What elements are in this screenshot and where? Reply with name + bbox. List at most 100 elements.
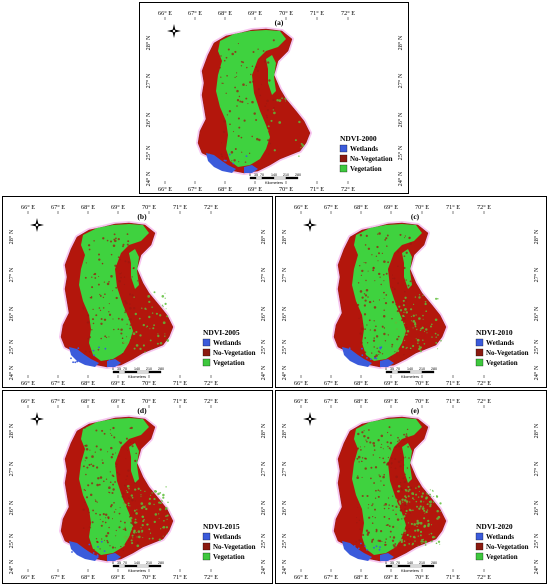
legend-swatch: [339, 164, 348, 173]
longitude-label-top: 70° E: [142, 204, 156, 211]
scale-unit: Kilometers: [265, 181, 283, 185]
vegetation-area: [79, 418, 149, 555]
legend-title: NDVI-2000: [340, 134, 377, 143]
longitude-label-top: 71° E: [173, 204, 187, 211]
longitude-label-bottom: 72° E: [477, 380, 491, 387]
province-map: [196, 27, 312, 175]
latitude-label-right: 25° N: [260, 533, 267, 548]
longitude-label-bottom: 68° E: [354, 574, 368, 581]
longitude-label-top: 68° E: [354, 204, 368, 211]
latitude-label-right: 27° N: [397, 73, 404, 88]
longitude-label-bottom: 68° E: [218, 186, 232, 193]
longitude-label-bottom: 68° E: [81, 574, 95, 581]
map-panel-d: (d) 66° E 66° E 67° E 67° E 68° E 68° E 69° E 69…: [2, 390, 273, 584]
legend-swatch: [475, 552, 484, 561]
longitude-label-top: 71° E: [310, 10, 324, 17]
longitude-label-bottom: 69° E: [111, 380, 125, 387]
latitude-label-left: 25° N: [281, 339, 288, 354]
legend-swatch: [475, 542, 484, 551]
longitude-label-top: 68° E: [218, 10, 232, 17]
latitude-label-left: 28° N: [8, 423, 15, 438]
longitude-label-bottom: 72° E: [477, 574, 491, 581]
longitude-label-bottom: 66° E: [294, 380, 308, 387]
latitude-label-left: 25° N: [281, 533, 288, 548]
latitude-label-left: 26° N: [281, 500, 288, 515]
longitude-label-bottom: 69° E: [384, 574, 398, 581]
north-arrow-icon: [167, 24, 181, 38]
scale-tick: 70: [396, 367, 400, 371]
longitude-label-bottom: 68° E: [354, 380, 368, 387]
scale-tick: 0: [112, 367, 114, 371]
latitude-label-right: 27° N: [533, 267, 540, 282]
longitude-label-bottom: 67° E: [51, 380, 65, 387]
latitude-label-right: 27° N: [260, 267, 267, 282]
scale-tick: 0: [112, 561, 114, 565]
scale-tick: 0: [385, 561, 387, 565]
legend-item-label: No-Vegetation: [350, 155, 393, 163]
latitude-label-left: 25° N: [145, 145, 152, 160]
latitude-label-right: 26° N: [260, 306, 267, 321]
latitude-label-left: 24° N: [145, 171, 152, 186]
legend-item-label: Wetlands: [486, 339, 514, 347]
scale-unit: Kilometers: [128, 569, 146, 573]
legend-item-label: Vegetation: [486, 553, 518, 561]
latitude-label-right: 26° N: [397, 112, 404, 127]
map-panel-b: (b) 66° E 66° E 67° E 67° E 68° E 68° E 69° E 69…: [2, 196, 273, 388]
scale-tick: 140: [407, 367, 413, 371]
scale-unit: Kilometers: [401, 569, 419, 573]
panel-letter: (a): [275, 18, 284, 27]
longitude-label-top: 71° E: [173, 398, 187, 405]
panel-letter: (c): [411, 212, 420, 221]
longitude-label-bottom: 67° E: [51, 574, 65, 581]
scale-tick: 35: [117, 367, 121, 371]
scale-tick: 280: [431, 367, 437, 371]
map-panel-a: (a) 66° E 66° E 67° E 67° E 68° E 68° E 69° E 69…: [139, 2, 409, 194]
longitude-label-top: 69° E: [384, 398, 398, 405]
latitude-label-right: 26° N: [533, 500, 540, 515]
legend-item-label: Wetlands: [213, 339, 241, 347]
scale-tick: 70: [123, 561, 127, 565]
legend-swatch: [202, 348, 211, 357]
legend-item-label: Vegetation: [350, 165, 382, 173]
latitude-label-left: 28° N: [145, 35, 152, 50]
scale-bar: 0 35 70 140 210 280 Kilometers: [385, 367, 437, 379]
longitude-label-top: 72° E: [341, 10, 355, 17]
latitude-label-left: 26° N: [145, 112, 152, 127]
latitude-label-right: 26° N: [260, 500, 267, 515]
map-svg-c: (c) 66° E 66° E 67° E 67° E 68° E 68° E 69° E 69…: [281, 204, 540, 387]
legend-title: NDVI-2010: [476, 328, 513, 337]
scale-unit: Kilometers: [128, 375, 146, 379]
latitude-label-right: 25° N: [533, 339, 540, 354]
legend-item-label: Wetlands: [486, 533, 514, 541]
latitude-label-right: 28° N: [260, 229, 267, 244]
scale-tick: 140: [271, 173, 277, 177]
longitude-label-top: 70° E: [142, 398, 156, 405]
wetlands-area: [342, 541, 372, 561]
longitude-label-bottom: 67° E: [324, 574, 338, 581]
legend-swatch: [339, 154, 348, 163]
scale-tick: 35: [390, 561, 394, 565]
latitude-label-right: 28° N: [533, 229, 540, 244]
latitude-label-left: 27° N: [281, 267, 288, 282]
scale-tick: 0: [385, 367, 387, 371]
scale-tick: 140: [134, 367, 140, 371]
longitude-label-bottom: 70° E: [142, 574, 156, 581]
longitude-label-top: 72° E: [204, 204, 218, 211]
panel-letter: (b): [137, 212, 147, 221]
legend-item-label: No-Vegetation: [213, 349, 256, 357]
longitude-label-bottom: 71° E: [173, 574, 187, 581]
latitude-label-left: 27° N: [145, 73, 152, 88]
scale-tick: 280: [158, 561, 164, 565]
vegetation-area: [352, 418, 422, 555]
legend-swatch: [475, 348, 484, 357]
latitude-label-right: 27° N: [260, 461, 267, 476]
longitude-label-bottom: 71° E: [310, 186, 324, 193]
longitude-label-top: 67° E: [51, 204, 65, 211]
longitude-label-bottom: 72° E: [204, 380, 218, 387]
legend-item-label: No-Vegetation: [213, 543, 256, 551]
longitude-label-top: 67° E: [51, 398, 65, 405]
legend-item-label: Wetlands: [213, 533, 241, 541]
scale-tick: 35: [117, 561, 121, 565]
longitude-label-bottom: 66° E: [158, 186, 172, 193]
legend-swatch: [202, 338, 211, 347]
